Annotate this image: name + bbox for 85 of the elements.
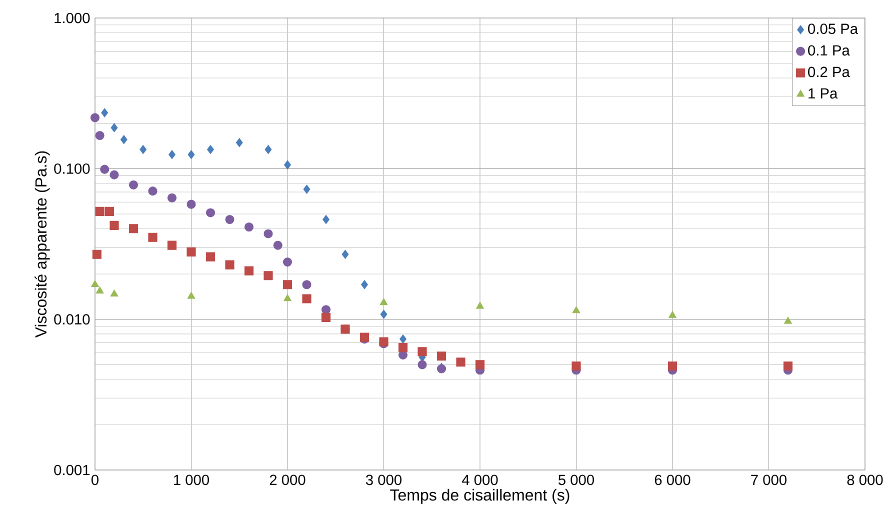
point: [436, 352, 446, 361]
point: [207, 144, 214, 154]
x-tick-label: 5 000: [558, 474, 594, 486]
point: [302, 294, 312, 304]
point: [206, 208, 216, 218]
point: [95, 130, 104, 140]
point: [91, 280, 99, 288]
point: [186, 247, 196, 257]
point: [476, 302, 484, 309]
point: [95, 206, 104, 216]
point: [418, 347, 427, 356]
point: [128, 224, 138, 234]
point: [572, 361, 581, 371]
x-tick-label: 0: [91, 474, 98, 486]
legend-label: 0.05 Pa: [808, 24, 858, 34]
point: [418, 360, 427, 370]
point: [322, 214, 330, 224]
point: [456, 358, 466, 367]
legend-label: 0.2 Pa: [808, 66, 850, 78]
point: [342, 250, 349, 259]
point: [168, 150, 176, 160]
point: [475, 360, 485, 370]
point: [167, 240, 177, 250]
point: [282, 280, 292, 290]
point: [90, 113, 100, 122]
y-tick-label: 0.100: [54, 163, 90, 174]
point: [225, 260, 234, 270]
point: [273, 240, 282, 250]
point: [398, 342, 408, 352]
point: [148, 232, 158, 242]
x-tick-label: 3 000: [366, 474, 402, 486]
y-tick-label: 0.010: [54, 314, 90, 325]
legend-label: 1 Pa: [808, 88, 838, 99]
point: [167, 193, 177, 202]
point: [225, 214, 234, 224]
point: [668, 361, 678, 371]
point: [101, 108, 108, 118]
point: [380, 298, 388, 306]
point: [186, 200, 196, 209]
point: [100, 164, 110, 174]
y-axis-title: Viscosité apparente (Pa.s): [34, 151, 50, 338]
point: [361, 280, 368, 290]
point: [244, 266, 254, 276]
point: [303, 184, 310, 194]
point: [96, 286, 104, 294]
x-tick-label: 8 000: [847, 474, 883, 486]
x-axis-title: Temps de cisaillement (s): [390, 488, 570, 504]
y-tick-label: 1.000: [54, 12, 90, 24]
x-tick-label: 4 000: [462, 474, 498, 486]
x-tick-label: 2 000: [270, 474, 306, 486]
point: [264, 271, 273, 280]
point: [206, 252, 216, 262]
point: [380, 310, 388, 319]
point: [302, 280, 312, 290]
point: [282, 258, 292, 267]
point: [236, 138, 243, 148]
point: [321, 305, 331, 314]
point: [284, 160, 291, 170]
point: [110, 220, 119, 230]
point: [128, 180, 138, 190]
point: [110, 170, 119, 180]
point: [120, 135, 128, 144]
point: [783, 361, 793, 371]
x-tick-label: 6 000: [654, 474, 690, 486]
point: [92, 250, 102, 259]
point: [104, 206, 114, 216]
point: [244, 222, 254, 232]
y-tick-label: 0.001: [54, 464, 90, 476]
point: [148, 186, 158, 196]
point: [321, 312, 331, 322]
point: [572, 306, 580, 314]
point: [110, 290, 118, 297]
point: [784, 316, 792, 324]
point: [110, 123, 118, 132]
x-tick-label: 1 000: [174, 474, 209, 486]
legend-label: 0.1 Pa: [808, 45, 850, 56]
point: [668, 310, 676, 318]
point: [264, 229, 273, 238]
point: [264, 144, 272, 154]
point: [284, 294, 292, 302]
point: [187, 292, 196, 299]
point: [188, 150, 195, 160]
x-tick-label: 7 000: [751, 474, 786, 486]
point: [400, 334, 406, 344]
point: [140, 144, 147, 154]
